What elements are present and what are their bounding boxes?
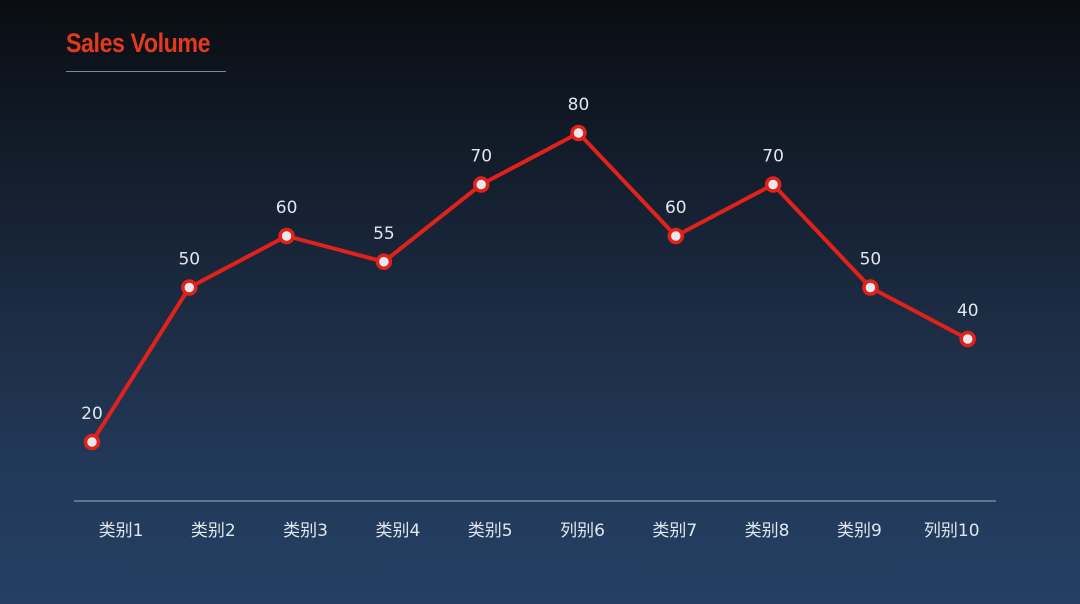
x-tick-label: 列别10 xyxy=(924,521,980,541)
data-label: 40 xyxy=(957,301,979,321)
data-point xyxy=(375,253,393,270)
series-line xyxy=(90,131,969,444)
x-tick-label: 类别2 xyxy=(191,521,236,541)
data-point xyxy=(862,279,879,296)
data-label: 60 xyxy=(276,198,298,218)
data-point xyxy=(764,176,782,193)
series-group xyxy=(83,124,976,451)
x-tick-label: 类别8 xyxy=(745,521,790,541)
data-point xyxy=(181,279,198,296)
x-tick-label: 类别3 xyxy=(283,521,328,541)
data-labels-group: 20 50 60 55 70 80 60 70 50 40 xyxy=(81,95,978,424)
x-tick-labels-group: 类别1 类别2 类别3 类别4 类别5 列别6 类别7 类别8 类别9 列别10 xyxy=(99,521,980,541)
data-label: 50 xyxy=(178,250,200,270)
x-tick-label: 类别9 xyxy=(837,521,882,541)
x-tick-label: 类别5 xyxy=(468,521,513,541)
data-point xyxy=(959,330,976,348)
data-point xyxy=(278,227,295,245)
x-tick-label: 列别6 xyxy=(560,521,605,541)
title-underline xyxy=(66,71,226,72)
x-tick-label: 类别4 xyxy=(375,521,420,541)
chart-title: Sales Volume xyxy=(66,28,211,58)
data-point xyxy=(472,176,490,193)
data-label: 55 xyxy=(373,224,395,244)
data-point xyxy=(667,227,685,245)
data-label: 20 xyxy=(81,404,103,424)
x-tick-label: 类别1 xyxy=(99,521,144,541)
data-label: 80 xyxy=(568,95,590,115)
data-label: 60 xyxy=(665,198,687,218)
data-label: 50 xyxy=(860,250,882,270)
data-point xyxy=(570,124,587,142)
data-point xyxy=(83,433,101,451)
data-label: 70 xyxy=(762,147,784,167)
data-label: 70 xyxy=(470,147,492,167)
x-tick-label: 类别7 xyxy=(652,521,697,541)
